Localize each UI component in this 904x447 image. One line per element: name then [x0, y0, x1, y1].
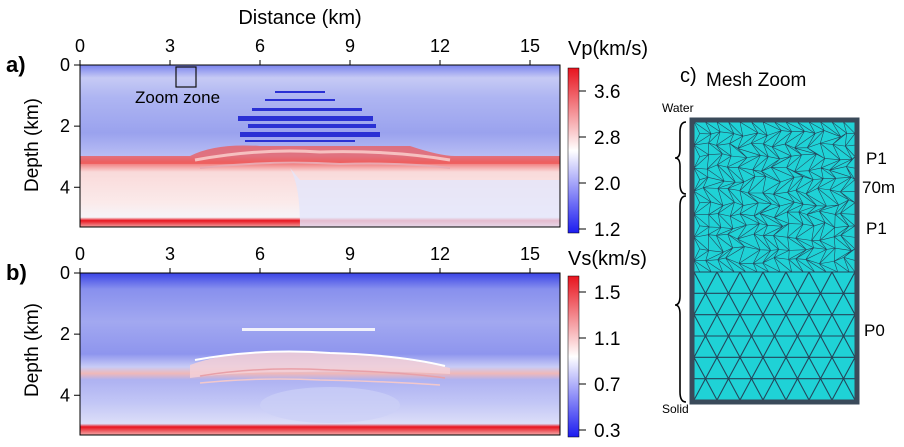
order-label-70m: 70m: [862, 178, 895, 197]
panel-a-label: a): [6, 52, 26, 77]
panel-a-y-tick-label: 0: [60, 55, 70, 75]
order-label-p0: P0: [864, 321, 885, 340]
panel-b-image: [80, 273, 560, 435]
panel-a-x-tick-label: 3: [165, 36, 175, 56]
panel-a-image: [80, 65, 560, 227]
panel-a-x-tick-label: 0: [75, 36, 85, 56]
panel-b-y-tick-label: 4: [60, 385, 70, 405]
panel-b-x-tick-label: 12: [430, 244, 450, 264]
panel-a-x-tick-label: 9: [345, 36, 355, 56]
panel-a-x-ticks: 0 3 6 9 12 15: [75, 36, 540, 65]
colorbar-tick-label: 1.5: [594, 283, 620, 304]
panel-a-y-ticks: 0 2 4: [60, 55, 80, 197]
vp-colorbar-title: Vp(km/s): [568, 38, 648, 60]
panel-a-x-tick-label: 15: [520, 36, 540, 56]
colorbar-tick-label: 0.7: [594, 375, 620, 396]
mesh-zoom-panel: [689, 117, 860, 405]
panel-b-x-ticks: 0 3 6 9 12 15: [75, 244, 540, 273]
colorbar-tick-label: 0.3: [594, 421, 620, 442]
vp-colorbar: [567, 67, 580, 234]
colorbar-tick-label: 2.0: [594, 174, 620, 195]
panel-b-y-axis-title: Depth (km): [22, 303, 43, 397]
panel-b-y-ticks: 0 2 4: [60, 263, 80, 405]
panel-a-y-tick-label: 4: [60, 177, 70, 197]
colorbar-tick-label: 1.2: [594, 220, 620, 241]
brace-upper: [674, 121, 687, 195]
vs-colorbar-title: Vs(km/s): [568, 248, 647, 270]
panel-b-x-tick-label: 6: [255, 244, 265, 264]
vs-colorbar-ticks: 1.5 1.1 0.7 0.3: [579, 283, 620, 442]
panel-a-y-axis-title: Depth (km): [22, 98, 43, 192]
panel-b-x-tick-label: 3: [165, 244, 175, 264]
zoom-zone-label: Zoom zone: [135, 88, 220, 107]
panel-c-label: c): [680, 65, 697, 87]
colorbar-tick-label: 3.6: [594, 82, 620, 103]
colorbar-tick-label: 2.8: [594, 128, 620, 149]
order-label-p1-top: P1: [866, 149, 887, 168]
panel-b-x-tick-label: 0: [75, 244, 85, 264]
panel-a-x-tick-label: 6: [255, 36, 265, 56]
colorbar-tick-label: 1.1: [594, 329, 620, 350]
solid-label: Solid: [662, 402, 689, 416]
zoom-zone-box: [175, 66, 197, 88]
order-label-p1-bottom: P1: [866, 219, 887, 238]
panel-a-x-tick-label: 12: [430, 36, 450, 56]
vs-colorbar: [567, 275, 580, 438]
brace-lower: [674, 195, 687, 403]
vp-colorbar-ticks: 3.6 2.8 2.0 1.2: [579, 82, 620, 241]
water-label: Water: [662, 101, 694, 115]
x-axis-title: Distance (km): [238, 7, 361, 29]
panel-a-y-tick-label: 2: [60, 116, 70, 136]
panel-b-x-tick-label: 15: [520, 244, 540, 264]
panel-b-y-tick-label: 2: [60, 324, 70, 344]
panel-b-y-tick-label: 0: [60, 263, 70, 283]
panel-b-label: b): [6, 260, 27, 285]
panel-b-x-tick-label: 9: [345, 244, 355, 264]
panel-c-title: Mesh Zoom: [706, 70, 806, 91]
